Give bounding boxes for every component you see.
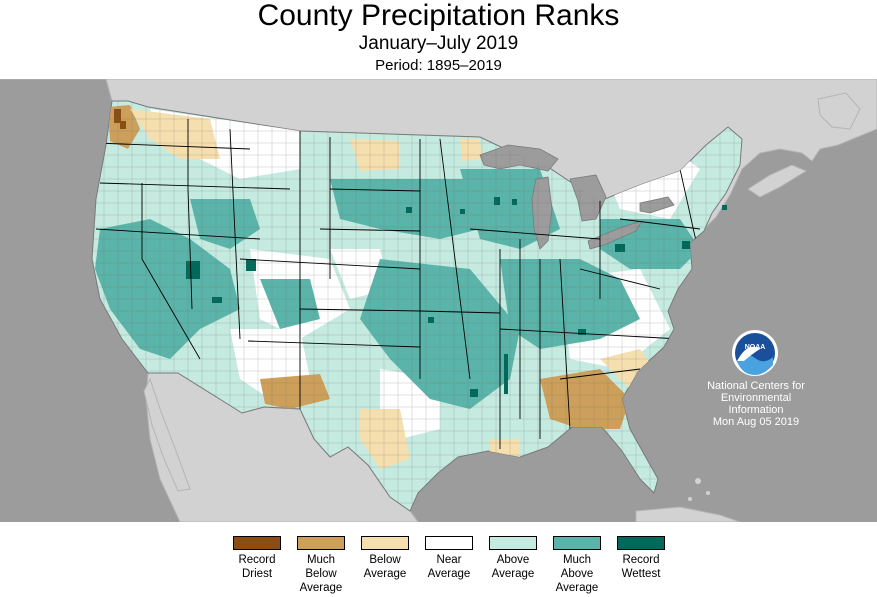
legend-item-above-average: Above Average — [474, 536, 552, 581]
lake-huron — [569, 174, 607, 222]
record-wettest-county — [212, 297, 222, 303]
legend-label: Below Average — [363, 554, 407, 580]
region-below-average — [460, 139, 482, 161]
credit-date: Mon Aug 05 2019 — [712, 416, 800, 428]
legend-swatch — [617, 536, 665, 550]
region-much-above-average — [330, 179, 480, 239]
record-wettest-county — [682, 241, 690, 249]
legend-swatch — [489, 536, 537, 550]
legend-item-near-average: Near Average — [410, 536, 488, 581]
region-below-average — [360, 409, 410, 469]
region-much-above-average — [190, 199, 260, 249]
record-driest-county — [114, 109, 121, 123]
region-much-above-average — [260, 279, 320, 329]
credit-line: Environmental — [720, 392, 792, 404]
baja-california — [143, 377, 191, 492]
lake-ontario — [639, 196, 675, 214]
nova-scotia — [747, 164, 808, 198]
map-title: County Precipitation Ranks — [257, 0, 620, 32]
legend-swatch — [425, 536, 473, 550]
record-wettest-county — [615, 244, 625, 252]
record-wettest-county — [186, 261, 200, 279]
record-wettest-county — [512, 199, 517, 205]
noaa-logo-text: NOAA — [745, 344, 766, 351]
record-driest-county — [120, 121, 126, 129]
legend-label: Near Average — [427, 554, 471, 580]
precipitation-map: NOAA — [0, 79, 877, 522]
legend-swatch — [233, 536, 281, 550]
legend-label: Record Driest — [238, 554, 276, 580]
newfoundland — [817, 92, 861, 130]
legend-swatch — [361, 536, 409, 550]
credit-block: National Centers for Environmental Infor… — [700, 380, 812, 428]
legend-item-much-above-average: Much Above Average — [538, 536, 616, 595]
bahamas-island — [706, 491, 710, 495]
bahamas-island — [688, 497, 692, 501]
cuba — [635, 506, 741, 522]
credit-line: National Centers for — [707, 380, 805, 392]
legend-item-below-average: Below Average — [346, 536, 424, 581]
legend-swatch — [553, 536, 601, 550]
lake-superior — [479, 144, 559, 172]
record-wettest-county — [504, 354, 508, 394]
state-borders — [95, 119, 701, 449]
legend-item-record-driest: Record Driest — [218, 536, 296, 581]
lake-michigan — [531, 176, 553, 250]
record-wettest-county — [428, 317, 434, 323]
region-much-below-average — [260, 374, 330, 409]
record-wettest-county — [460, 209, 465, 214]
region-much-below-average — [540, 369, 630, 429]
legend-label: Much Above Average — [555, 554, 599, 594]
record-wettest-county — [494, 197, 500, 205]
record-wettest-county — [406, 207, 412, 213]
bahamas-island — [695, 478, 701, 484]
legend-swatch — [297, 536, 345, 550]
region-below-average — [130, 109, 220, 159]
legend-label: Record Wettest — [621, 554, 661, 580]
record-wettest-county — [578, 329, 586, 335]
legend-label: Above Average — [491, 554, 535, 580]
record-wettest-county — [246, 259, 256, 271]
record-wettest-county — [722, 205, 727, 210]
noaa-logo: NOAA — [732, 330, 778, 376]
map-period: Period: 1895–2019 — [375, 57, 502, 74]
region-much-above-average — [500, 259, 640, 349]
legend: Record Driest Much Below Average Below Avera… — [0, 536, 877, 597]
credit-line: Information — [728, 404, 784, 416]
legend-label: Much Below Average — [299, 554, 343, 594]
legend-item-much-below-average: Much Below Average — [282, 536, 360, 595]
map-subtitle: January–July 2019 — [358, 33, 519, 54]
region-much-above-average — [95, 219, 240, 359]
record-wettest-county — [470, 389, 478, 397]
legend-item-record-wettest: Record Wettest — [602, 536, 680, 581]
